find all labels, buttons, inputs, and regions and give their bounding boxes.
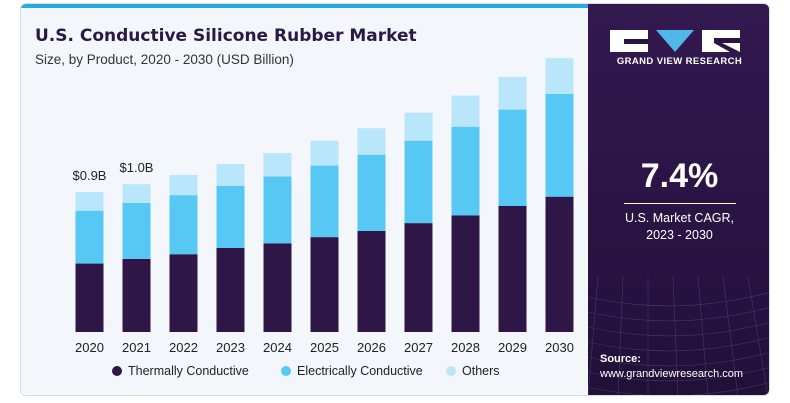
bar-thermally-conductive-2026 <box>357 230 386 332</box>
cagr-value: 7.4% <box>640 157 719 195</box>
legend-marker-electrically-conductive <box>281 366 291 376</box>
gvr-logo-icon <box>610 30 740 52</box>
bar-others-2028 <box>451 95 480 127</box>
bar-electrically-conductive-2020 <box>75 210 104 264</box>
bar-thermally-conductive-2027 <box>404 223 433 332</box>
bar-electrically-conductive-2023 <box>216 185 245 248</box>
bar-thermally-conductive-2023 <box>216 248 245 332</box>
x-tick-label: 2024 <box>263 340 292 355</box>
bar-others-2021 <box>122 184 151 203</box>
bar-others-2027 <box>404 112 433 141</box>
bar-electrically-conductive-2028 <box>451 126 480 216</box>
bar-others-2025 <box>310 140 339 166</box>
bar-others-2020 <box>75 192 104 211</box>
data-label-2020: $0.9B <box>73 168 107 183</box>
bar-others-2030 <box>545 58 574 94</box>
cagr-divider <box>624 203 736 204</box>
chart-title: U.S. Conductive Silicone Rubber Market <box>35 26 417 46</box>
top-accent-bar <box>21 4 588 8</box>
bar-thermally-conductive-2024 <box>263 243 292 332</box>
bar-thermally-conductive-2021 <box>122 258 151 332</box>
wave-grid-decoration <box>588 277 769 395</box>
legend-marker-thermally-conductive <box>112 366 122 376</box>
bar-electrically-conductive-2027 <box>404 140 433 224</box>
bar-electrically-conductive-2030 <box>545 94 574 197</box>
bar-electrically-conductive-2026 <box>357 154 386 231</box>
bar-electrically-conductive-2021 <box>122 202 151 259</box>
bar-electrically-conductive-2029 <box>498 109 527 206</box>
source-label: Source: <box>600 353 641 365</box>
bar-thermally-conductive-2025 <box>310 237 339 332</box>
x-tick-label: 2022 <box>169 340 198 355</box>
bar-electrically-conductive-2024 <box>263 176 292 244</box>
bar-electrically-conductive-2025 <box>310 165 339 238</box>
summary-panel: GRAND VIEW RESEARCH 7.4% U.S. Market CAG… <box>588 4 769 395</box>
source-link[interactable]: www.grandviewresearch.com <box>600 368 744 380</box>
x-tick-label: 2030 <box>545 340 574 355</box>
x-tick-label: 2021 <box>122 340 151 355</box>
bar-thermally-conductive-2029 <box>498 206 527 332</box>
bar-others-2026 <box>357 128 386 155</box>
bar-thermally-conductive-2020 <box>75 263 104 332</box>
data-label-2021: $1.0B <box>120 160 154 175</box>
legend-label-electrically-conductive: Electrically Conductive <box>297 364 423 378</box>
bar-thermally-conductive-2030 <box>545 196 574 332</box>
x-tick-label: 2027 <box>404 340 433 355</box>
x-tick-label: 2029 <box>498 340 527 355</box>
stacked-bar-chart: 2020 $0.9B 2021 $1.0B 2022 2023 2024 2025 2026 20… <box>73 58 574 378</box>
report-card: U.S. Conductive Silicone Rubber Market S… <box>20 3 770 396</box>
x-tick-label: 2023 <box>216 340 245 355</box>
brand-name: GRAND VIEW RESEARCH <box>616 56 743 67</box>
cagr-label-line2: 2023 - 2030 <box>646 228 713 242</box>
bar-thermally-conductive-2028 <box>451 215 480 332</box>
bar-others-2029 <box>498 76 527 110</box>
cagr-label-line1: U.S. Market CAGR, <box>624 211 735 225</box>
chart-panel: U.S. Conductive Silicone Rubber Market S… <box>21 8 588 395</box>
legend-label-others: Others <box>462 364 500 378</box>
legend-marker-others <box>446 366 456 376</box>
x-tick-label: 2025 <box>310 340 339 355</box>
x-tick-label: 2028 <box>451 340 480 355</box>
cagr-label: U.S. Market CAGR, 2023 - 2030 <box>588 210 769 244</box>
bar-others-2023 <box>216 164 245 186</box>
bar-electrically-conductive-2022 <box>169 195 198 255</box>
x-tick-label: 2020 <box>75 340 104 355</box>
legend-label-thermally-conductive: Thermally Conductive <box>128 364 249 378</box>
bar-others-2022 <box>169 174 198 196</box>
x-tick-label: 2026 <box>357 340 386 355</box>
bar-others-2024 <box>263 153 292 177</box>
chart-subtitle: Size, by Product, 2020 - 2030 (USD Billi… <box>35 52 294 67</box>
bar-thermally-conductive-2022 <box>169 254 198 332</box>
